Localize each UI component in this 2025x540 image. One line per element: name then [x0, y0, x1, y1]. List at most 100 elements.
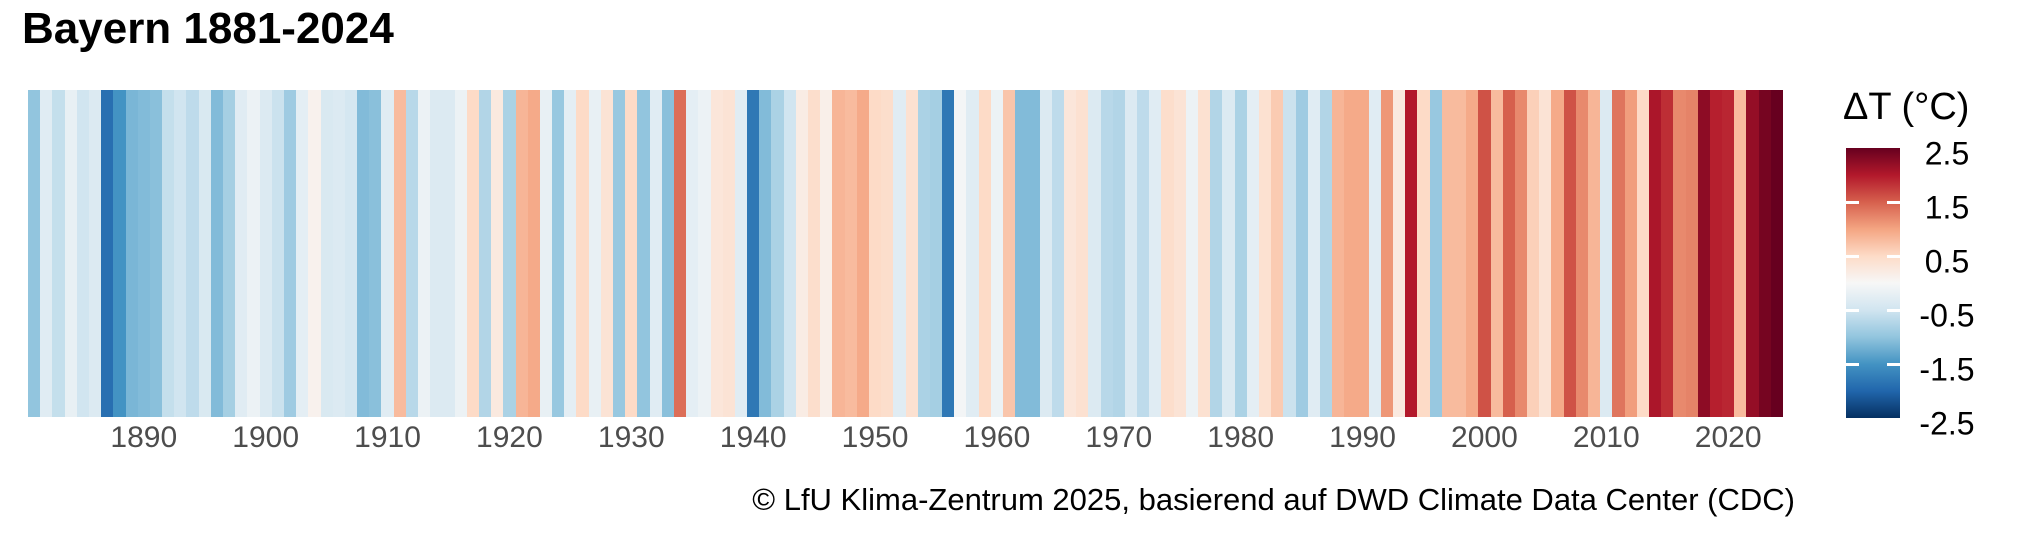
legend-tick-label-0.5: 0.5 [1924, 243, 1970, 280]
year-stripe-1914 [430, 90, 443, 417]
x-tick-label-2000: 2000 [1451, 421, 1518, 454]
year-stripe-2007 [1563, 90, 1576, 417]
year-stripe-2019 [1709, 90, 1723, 417]
year-stripe-2005 [1539, 90, 1552, 417]
legend-tick-label--1.5: -1.5 [1919, 351, 1975, 388]
year-stripe-1888 [113, 90, 126, 417]
colorbar [1846, 148, 1900, 418]
year-stripe-1993 [1393, 90, 1406, 417]
year-stripe-1983 [1271, 90, 1284, 417]
year-stripe-1956 [942, 90, 955, 417]
year-stripe-1966 [1063, 90, 1077, 417]
year-stripe-1948 [844, 90, 857, 417]
year-stripe-1919 [491, 90, 504, 417]
year-stripe-2003 [1514, 90, 1528, 417]
year-stripe-1999 [1466, 90, 1479, 417]
year-stripe-1922 [527, 90, 540, 417]
year-stripe-1891 [149, 90, 163, 417]
year-stripe-1964 [1039, 90, 1052, 417]
year-stripe-1907 [344, 90, 358, 417]
year-stripe-2002 [1502, 90, 1515, 417]
year-stripe-1923 [539, 90, 553, 417]
year-stripe-1971 [1124, 90, 1138, 417]
year-stripe-1978 [1210, 90, 1223, 417]
year-stripe-1925 [564, 90, 577, 417]
year-stripe-1890 [137, 90, 150, 417]
year-stripe-1967 [1076, 90, 1089, 417]
year-stripe-1954 [917, 90, 930, 417]
year-stripe-1912 [405, 90, 418, 417]
year-stripe-1958 [966, 90, 979, 417]
year-stripe-1945 [808, 90, 821, 417]
year-stripe-1943 [783, 90, 796, 417]
year-stripe-1965 [1051, 90, 1064, 417]
stripes-plot-area [28, 90, 1783, 417]
year-stripe-1913 [418, 90, 431, 417]
year-stripe-1928 [600, 90, 613, 417]
year-stripe-1950 [868, 90, 882, 417]
year-stripe-1968 [1088, 90, 1101, 417]
year-stripe-1930 [625, 90, 638, 417]
year-stripe-1933 [661, 90, 674, 417]
year-stripe-1985 [1295, 90, 1308, 417]
year-stripe-2024 [1770, 90, 1783, 417]
year-stripe-1994 [1405, 90, 1418, 417]
year-stripe-1997 [1441, 90, 1454, 417]
year-stripe-2018 [1697, 90, 1710, 417]
year-stripe-1902 [283, 90, 297, 417]
year-stripe-1897 [223, 90, 236, 417]
year-stripe-1926 [576, 90, 589, 417]
year-stripe-1970 [1112, 90, 1125, 417]
year-stripe-1987 [1319, 90, 1333, 417]
x-tick-label-1900: 1900 [232, 421, 300, 454]
legend-title: ΔT (°C) [1843, 86, 1970, 128]
year-stripe-1884 [64, 90, 77, 417]
year-stripe-1924 [552, 90, 565, 417]
year-stripe-1915 [442, 90, 455, 417]
year-stripe-1959 [978, 90, 991, 417]
year-stripe-1981 [1246, 90, 1259, 417]
x-tick-label-1920: 1920 [476, 421, 543, 454]
year-stripe-1946 [820, 90, 833, 417]
year-stripe-2009 [1588, 90, 1601, 417]
year-stripe-2013 [1636, 90, 1649, 417]
year-stripe-1929 [613, 90, 626, 417]
page-title: Bayern 1881-2024 [22, 4, 394, 53]
year-stripe-2001 [1490, 90, 1503, 417]
year-stripe-1918 [478, 90, 492, 417]
year-stripe-1969 [1100, 90, 1113, 417]
year-stripe-1947 [832, 90, 845, 417]
year-stripe-1901 [271, 90, 284, 417]
year-stripe-1973 [1149, 90, 1162, 417]
year-stripe-2023 [1758, 90, 1771, 417]
year-stripe-1984 [1283, 90, 1296, 417]
year-stripe-1963 [1027, 90, 1040, 417]
year-stripe-1900 [259, 90, 272, 417]
year-stripe-1906 [332, 90, 345, 417]
year-stripe-2014 [1648, 90, 1662, 417]
year-stripe-2020 [1722, 90, 1735, 417]
legend-tick-label-1.5: 1.5 [1924, 189, 1970, 226]
year-stripe-1939 [734, 90, 748, 417]
colorbar-tick-mark [1887, 254, 1900, 258]
year-stripe-1992 [1380, 90, 1393, 417]
year-stripe-1961 [1003, 90, 1016, 417]
year-stripe-1935 [686, 90, 699, 417]
year-stripe-1931 [637, 90, 650, 417]
year-stripe-1977 [1198, 90, 1211, 417]
year-stripe-1920 [503, 90, 516, 417]
year-stripe-1892 [162, 90, 175, 417]
year-stripe-1998 [1453, 90, 1467, 417]
year-stripe-1934 [673, 90, 687, 417]
year-stripe-1899 [247, 90, 260, 417]
year-stripe-1960 [990, 90, 1003, 417]
year-stripe-2016 [1673, 90, 1686, 417]
year-stripe-1909 [369, 90, 382, 417]
year-stripe-1974 [1161, 90, 1174, 417]
year-stripe-1976 [1185, 90, 1198, 417]
colorbar-tick-mark [1846, 254, 1859, 258]
year-stripe-1995 [1417, 90, 1430, 417]
x-tick-label-1980: 1980 [1207, 421, 1275, 454]
year-stripe-1904 [308, 90, 321, 417]
year-stripe-1917 [466, 90, 479, 417]
